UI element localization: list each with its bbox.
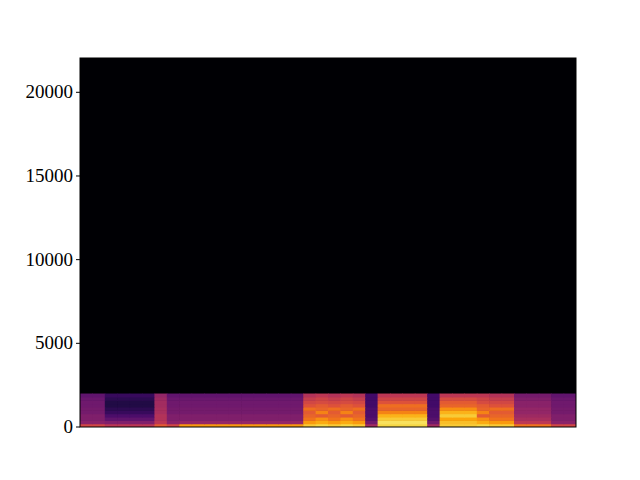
cell (130, 394, 143, 398)
cell (539, 394, 552, 398)
cell (254, 394, 267, 398)
cell (340, 394, 353, 398)
cell (415, 394, 428, 398)
y-tick (76, 427, 80, 428)
cell (328, 394, 341, 398)
cell (266, 394, 279, 398)
y-tick (76, 92, 80, 93)
cell (167, 394, 180, 398)
cell (427, 394, 440, 398)
cell (440, 394, 453, 398)
figure: 0 5000 10000 15000 20000 (0, 0, 640, 480)
cell (316, 394, 329, 398)
cell (464, 394, 477, 398)
y-tick (76, 343, 80, 344)
cell (390, 394, 403, 398)
cell (489, 394, 502, 398)
cell (192, 394, 205, 398)
cell (365, 394, 378, 398)
cell (92, 394, 105, 398)
cells (80, 394, 576, 427)
cell (502, 394, 515, 398)
cell (229, 394, 242, 398)
y-tick-label: 10000 (26, 249, 74, 270)
y-tick (76, 259, 80, 260)
cell (241, 394, 254, 398)
cell (378, 394, 391, 398)
cell (278, 394, 291, 398)
plot-background (80, 58, 576, 427)
cell (80, 394, 93, 398)
y-tick-label: 0 (64, 416, 74, 437)
frame (80, 58, 576, 427)
cell (514, 394, 527, 398)
cell (564, 394, 576, 398)
cell (216, 394, 229, 398)
cell (477, 394, 490, 398)
cell (154, 394, 167, 398)
cell (117, 394, 130, 398)
cell (204, 394, 217, 398)
y-tick-label: 15000 (26, 165, 74, 186)
cell (303, 394, 316, 398)
y-tick-label: 20000 (26, 81, 74, 102)
y-tick-label: 5000 (35, 332, 73, 353)
cell (142, 394, 155, 398)
cell (291, 394, 304, 398)
chart: 0 5000 10000 15000 20000 (0, 0, 640, 480)
cell (179, 394, 192, 398)
cell (551, 394, 564, 398)
cell (452, 394, 465, 398)
cell (353, 394, 366, 398)
y-tick (76, 175, 80, 176)
cell (105, 394, 118, 398)
cell (526, 394, 539, 398)
cell (402, 394, 415, 398)
